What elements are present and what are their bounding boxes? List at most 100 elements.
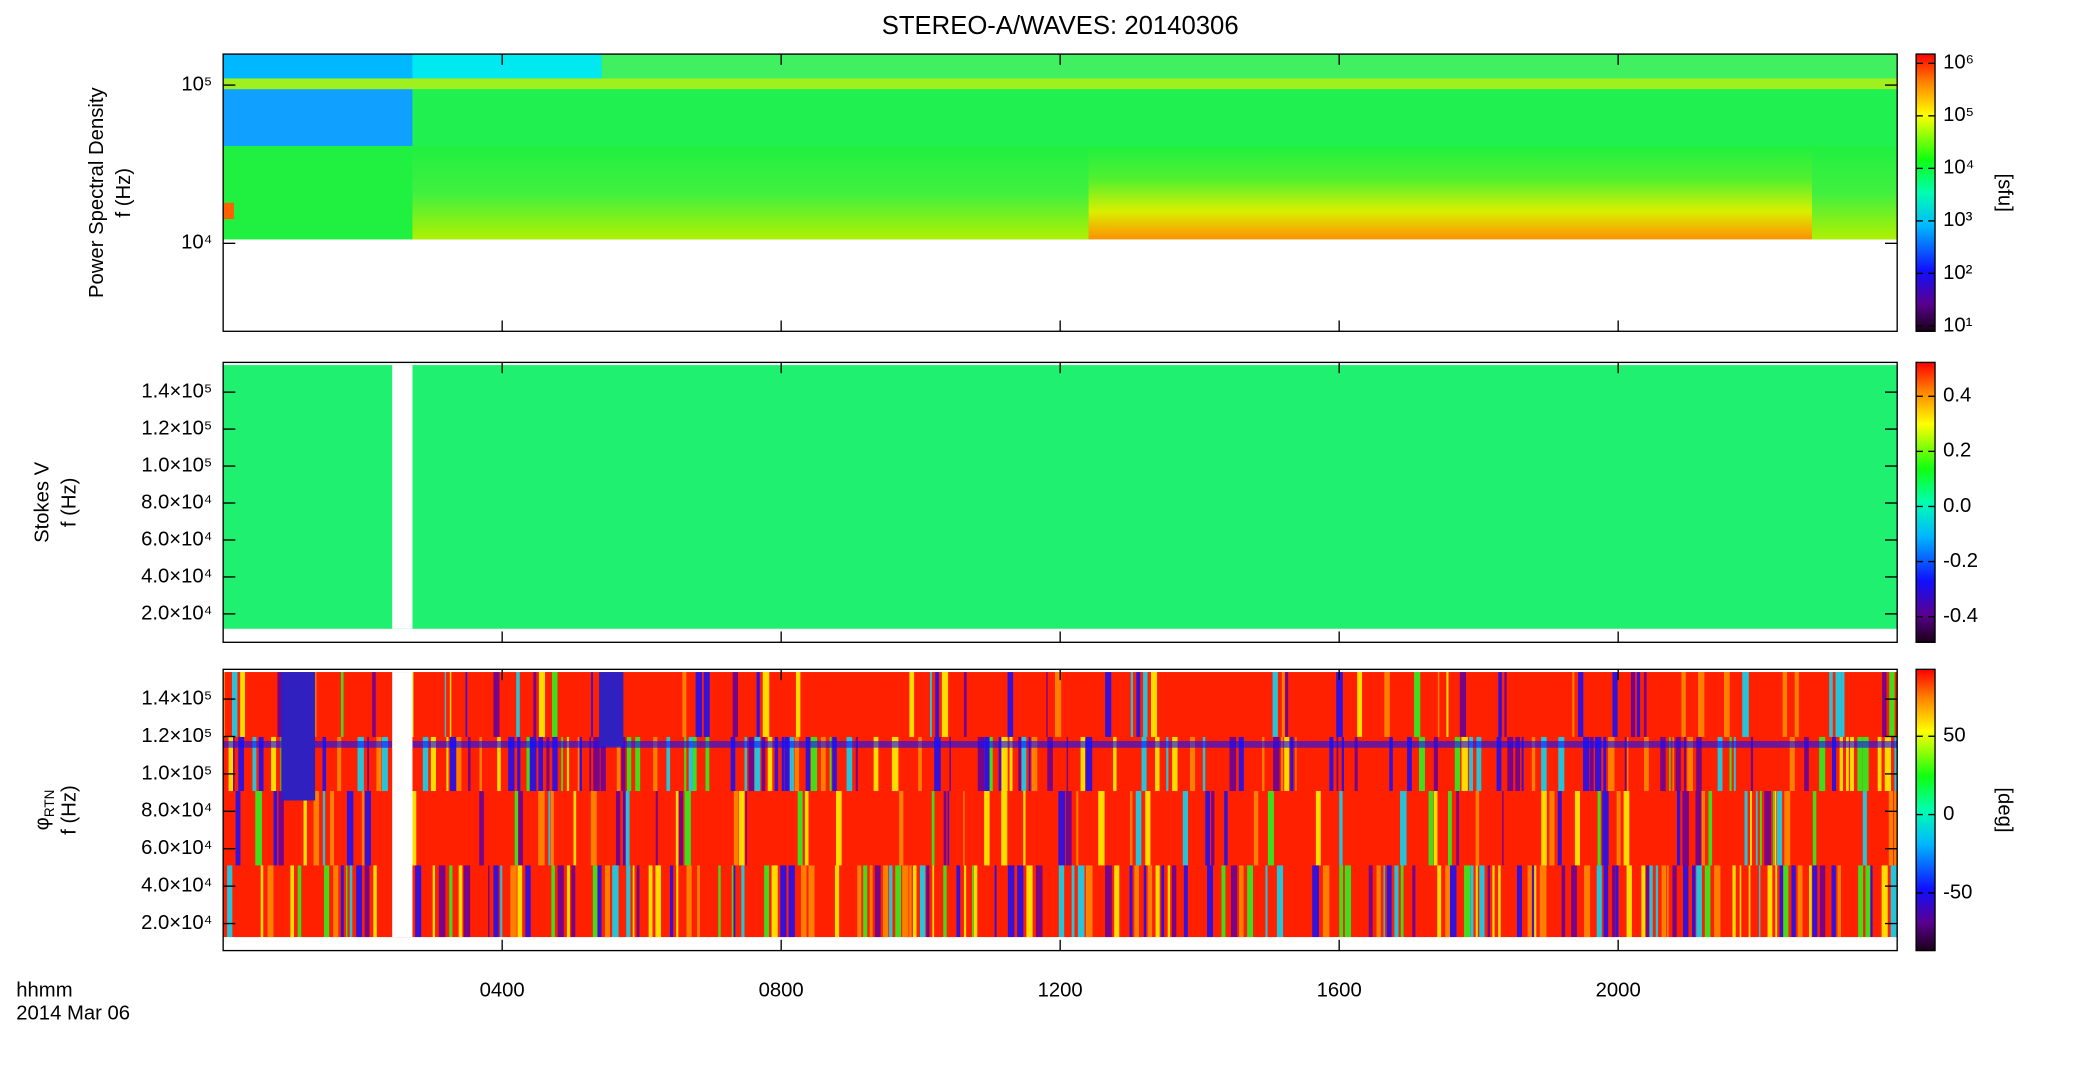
texture	[1890, 865, 1897, 938]
texture	[941, 672, 949, 737]
texture	[1031, 736, 1038, 792]
texture	[1558, 736, 1565, 792]
texture	[929, 672, 932, 737]
texture	[797, 791, 803, 866]
texture	[1017, 865, 1024, 938]
texture	[1549, 791, 1555, 866]
texture	[1750, 736, 1754, 792]
texture	[314, 672, 317, 737]
texture	[675, 791, 679, 866]
texture	[1696, 865, 1702, 938]
texture	[1630, 672, 1636, 737]
texture	[1221, 865, 1226, 938]
texture	[349, 865, 353, 938]
texture	[458, 865, 463, 938]
texture	[745, 791, 747, 866]
texture	[731, 865, 734, 938]
x-tick-label: 1600	[1317, 980, 1362, 1002]
texture	[635, 736, 641, 792]
texture	[1831, 736, 1837, 792]
texture	[1262, 736, 1265, 792]
texture	[1608, 736, 1615, 792]
texture	[1459, 672, 1467, 737]
texture	[1446, 672, 1449, 737]
texture	[684, 736, 687, 792]
texture	[1804, 736, 1809, 792]
texture	[1666, 865, 1669, 938]
texture	[1755, 791, 1758, 866]
texture	[278, 791, 284, 866]
texture	[947, 791, 950, 866]
texture	[949, 736, 952, 792]
texture	[1461, 736, 1468, 792]
texture	[1839, 736, 1843, 792]
texture	[591, 672, 593, 737]
texture	[1167, 865, 1171, 938]
texture	[297, 865, 302, 938]
texture	[290, 865, 294, 938]
texture	[508, 736, 515, 792]
texture	[703, 672, 710, 737]
texture	[1831, 865, 1836, 938]
texture	[1643, 672, 1647, 737]
texture	[697, 865, 700, 938]
texture	[762, 672, 770, 737]
texture	[1812, 791, 1817, 866]
texture	[1047, 736, 1053, 792]
texture	[548, 791, 551, 866]
texture	[1134, 865, 1139, 938]
texture	[340, 865, 344, 938]
texture	[943, 865, 947, 938]
texture	[1516, 865, 1522, 938]
colorbar-label: [sfu]	[1994, 174, 2016, 212]
texture	[1819, 865, 1826, 938]
texture	[1809, 865, 1812, 938]
texture	[1021, 736, 1027, 792]
texture	[1626, 865, 1632, 938]
texture	[730, 736, 736, 792]
texture	[322, 791, 326, 866]
texture	[1733, 736, 1736, 792]
texture	[1267, 791, 1274, 866]
texture	[333, 865, 339, 938]
texture	[705, 736, 710, 792]
texture	[346, 791, 354, 866]
texture	[1407, 736, 1412, 792]
texture	[364, 865, 370, 938]
texture	[1028, 736, 1031, 792]
texture	[1732, 865, 1736, 938]
texture	[493, 865, 499, 938]
texture	[1280, 736, 1284, 792]
texture	[1211, 791, 1215, 866]
texture	[869, 865, 873, 938]
texture	[255, 791, 262, 866]
texture	[1669, 736, 1671, 792]
texture	[1748, 865, 1751, 938]
texture	[1641, 865, 1646, 938]
texture	[1696, 736, 1702, 792]
texture	[804, 791, 809, 866]
texture	[1171, 865, 1177, 938]
texture	[1862, 736, 1869, 792]
quantity-subscript: RTN	[42, 790, 57, 818]
texture	[345, 865, 348, 938]
texture	[1572, 672, 1575, 737]
texture	[1603, 736, 1607, 792]
texture	[1557, 791, 1562, 866]
texture	[1835, 672, 1842, 737]
texture	[931, 791, 935, 866]
colorbar-tick-label: -0.4	[1943, 605, 1978, 627]
texture	[1870, 865, 1873, 938]
texture	[1695, 791, 1702, 866]
texture	[1846, 736, 1849, 792]
y-tick-label: 10⁴	[181, 232, 212, 254]
texture	[1661, 865, 1667, 938]
texture	[1230, 865, 1238, 938]
texture	[235, 791, 241, 866]
texture	[273, 791, 278, 866]
texture	[1603, 865, 1609, 938]
colorbar-tick-label: 50	[1943, 725, 1966, 747]
texture	[616, 736, 621, 792]
texture	[621, 736, 626, 792]
texture	[855, 736, 858, 792]
